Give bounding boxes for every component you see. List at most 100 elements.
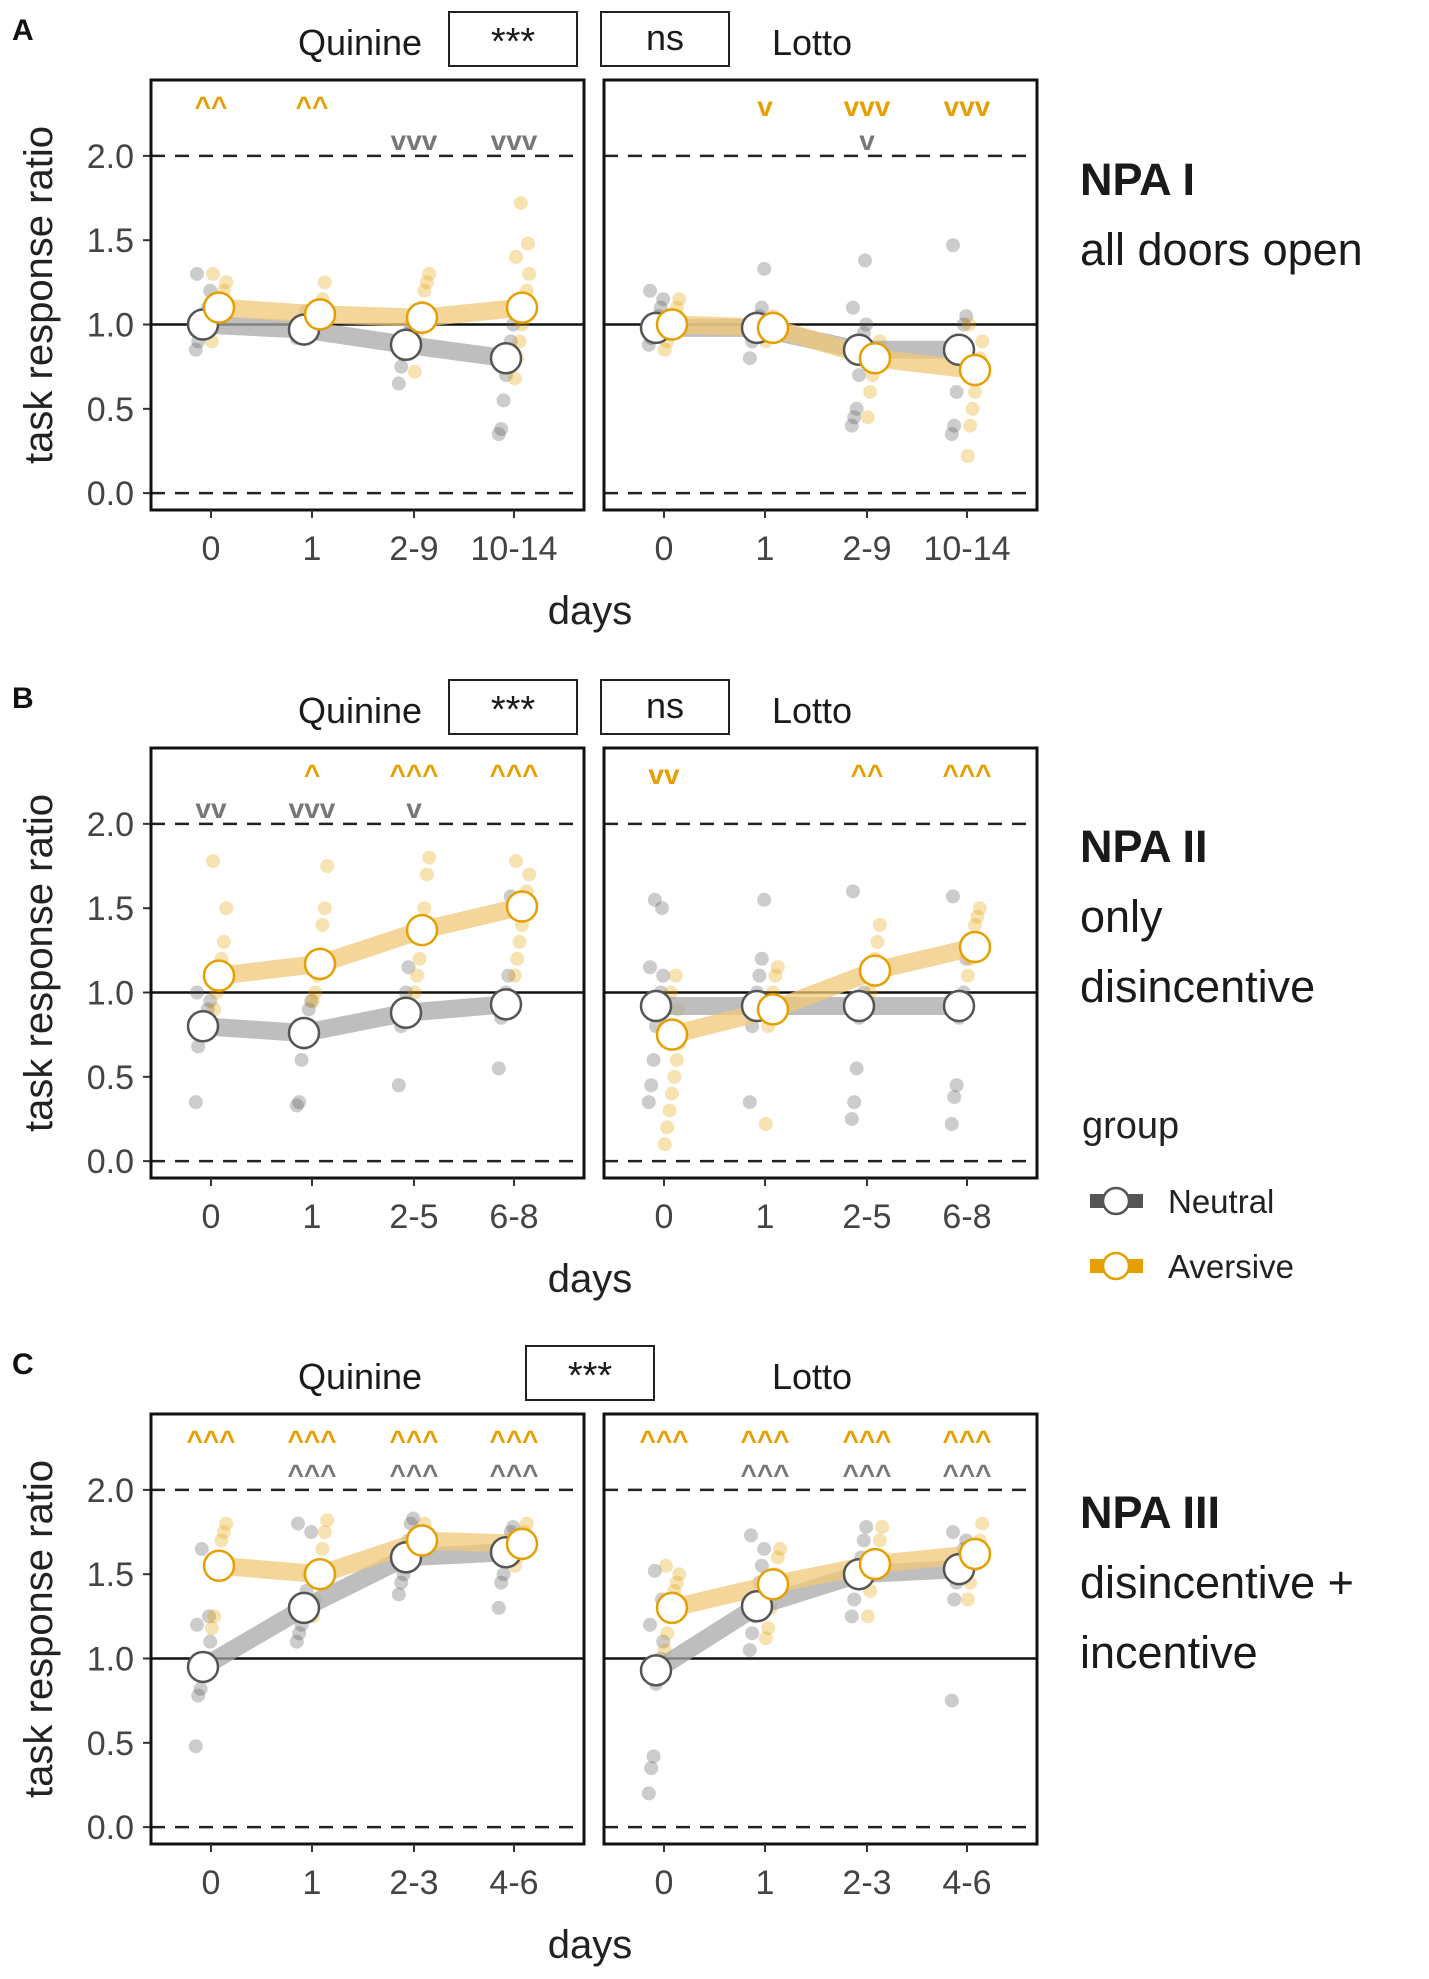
comparison-box-frame	[600, 679, 730, 735]
data-point-neutral	[292, 1626, 307, 1641]
condition-description: only	[1080, 891, 1163, 942]
data-point-aversive	[407, 364, 422, 379]
data-point-neutral	[496, 393, 511, 408]
data-point-neutral	[959, 309, 974, 324]
data-point-aversive	[320, 1513, 335, 1528]
x-tick-label: 2-5	[842, 1198, 891, 1236]
data-point-aversive	[206, 266, 220, 281]
facet-title: Lotto	[772, 690, 852, 731]
data-point-aversive	[863, 384, 878, 399]
data-point-neutral	[946, 238, 960, 253]
condition-title: NPA III	[1080, 1487, 1220, 1538]
data-point-aversive	[522, 266, 537, 281]
data-point-neutral	[956, 317, 971, 332]
data-point-neutral	[742, 351, 757, 366]
y-tick-label: 2.0	[87, 138, 134, 176]
data-point-neutral	[491, 427, 506, 442]
comparison-box-frame	[448, 679, 578, 735]
significance-marker-aversive: vvv	[944, 91, 991, 122]
mean-marker-aversive	[202, 959, 236, 992]
data-point-aversive	[960, 1592, 975, 1607]
facet-frame	[149, 746, 586, 1180]
data-point-aversive	[407, 985, 422, 1000]
comparison-box-frame	[525, 1345, 655, 1401]
mean-marker-aversive	[756, 1568, 790, 1601]
mean-marker-neutral	[639, 989, 673, 1023]
y-tick-label: 0.0	[87, 475, 134, 513]
data-point-neutral	[304, 993, 319, 1008]
data-point-neutral	[289, 1634, 304, 1649]
data-point-neutral	[496, 1567, 511, 1582]
significance-marker-aversive: ^^^	[639, 1425, 688, 1456]
significance-marker-neutral: vvv	[391, 125, 438, 156]
significance-marker-aversive: ^^^	[489, 1425, 538, 1456]
significance-marker-aversive: ^^	[851, 759, 884, 790]
significance-marker-neutral: ^^^	[842, 1459, 891, 1490]
panel-label: B	[12, 682, 34, 715]
significance-marker-neutral: ^^^	[287, 1459, 336, 1490]
data-point-neutral	[646, 1749, 661, 1764]
data-point-aversive	[422, 266, 437, 281]
data-point-neutral	[491, 1061, 506, 1076]
data-point-aversive	[968, 918, 982, 933]
data-point-neutral	[847, 410, 862, 425]
data-point-aversive	[317, 1525, 332, 1540]
x-tick-label: 1	[303, 1198, 322, 1236]
data-point-neutral	[391, 1078, 406, 1093]
facet-frame	[149, 78, 586, 512]
x-tick-label: 0	[202, 1198, 221, 1236]
data-point-neutral	[501, 968, 516, 983]
data-point-neutral	[643, 1617, 657, 1632]
mean-marker-aversive	[505, 291, 539, 324]
y-tick-label: 1.5	[87, 1556, 134, 1594]
data-point-neutral	[399, 985, 413, 1000]
data-point-neutral	[656, 1634, 671, 1649]
data-point-aversive	[662, 1103, 677, 1118]
x-tick-label: 6-8	[489, 1198, 538, 1236]
data-point-neutral	[742, 1643, 757, 1658]
significance-marker-aversive: ^^^	[389, 1425, 438, 1456]
data-point-aversive	[975, 334, 990, 349]
mean-marker-aversive	[505, 1527, 539, 1561]
data-point-neutral	[844, 1111, 859, 1126]
series-line-neutral	[194, 995, 515, 1042]
data-point-neutral	[391, 376, 406, 391]
x-tick-label: 6-8	[942, 1198, 991, 1236]
data-point-aversive	[219, 901, 234, 916]
data-point-neutral	[846, 884, 860, 899]
x-tick-label: 4-6	[489, 1864, 538, 1902]
significance-marker-aversive: ^^^	[489, 759, 538, 790]
mean-marker-aversive	[303, 947, 337, 981]
significance-marker-aversive: ^^^	[942, 759, 991, 790]
significance-marker-aversive: ^^	[195, 91, 228, 122]
data-point-neutral	[757, 892, 772, 907]
mean-marker-neutral	[186, 1009, 220, 1043]
data-point-neutral	[858, 253, 872, 268]
mean-marker-aversive	[405, 301, 439, 335]
data-point-aversive	[305, 993, 320, 1008]
data-point-aversive	[315, 1541, 330, 1556]
comparison-box-lotto: ns	[600, 679, 730, 735]
mean-marker-neutral	[287, 1591, 321, 1625]
data-point-aversive	[308, 985, 323, 1000]
data-point-neutral	[656, 292, 671, 307]
mean-marker-aversive	[958, 930, 992, 964]
y-axis-label: task response ratio	[17, 1460, 61, 1798]
data-point-neutral	[846, 300, 860, 315]
y-tick-label: 1.0	[87, 307, 134, 345]
data-point-neutral	[644, 1761, 659, 1776]
data-point-aversive	[419, 275, 434, 290]
x-tick-label: 1	[303, 530, 322, 568]
data-point-neutral	[203, 1634, 218, 1649]
data-point-aversive	[509, 853, 523, 868]
data-point-neutral	[859, 317, 874, 332]
x-tick-label: 2-3	[842, 1864, 891, 1902]
mean-marker-neutral	[287, 1016, 321, 1050]
condition-description: all doors open	[1080, 224, 1363, 275]
data-point-aversive	[507, 371, 522, 386]
mean-marker-neutral	[740, 1589, 774, 1623]
x-tick-label: 0	[655, 1864, 674, 1902]
condition-title: NPA II	[1080, 821, 1208, 872]
data-point-neutral	[944, 427, 959, 442]
data-point-neutral	[188, 1739, 203, 1754]
